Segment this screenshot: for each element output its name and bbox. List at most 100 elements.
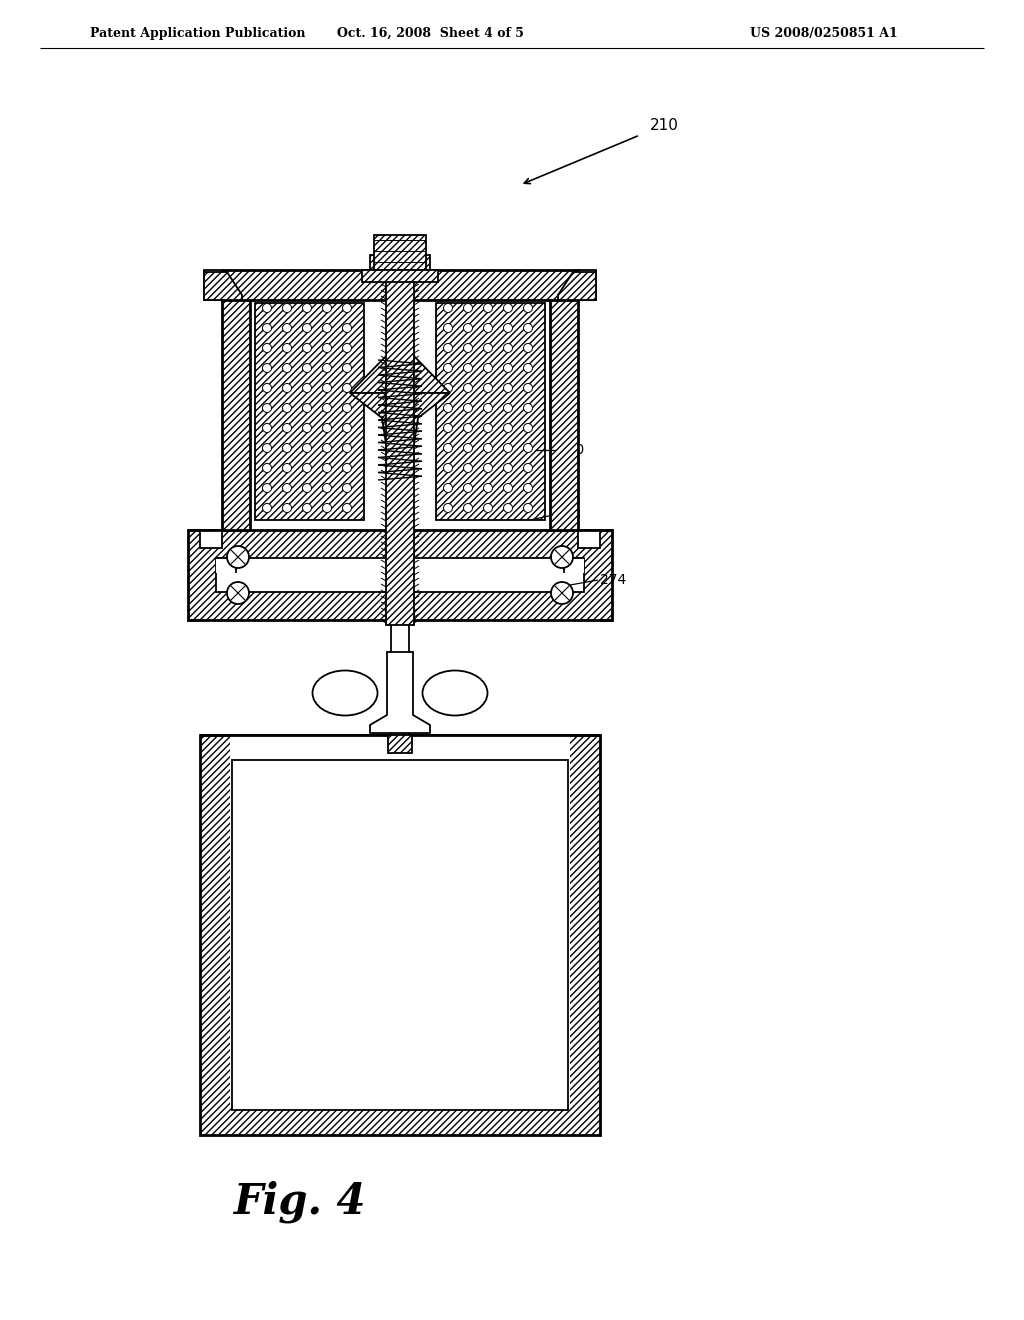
Circle shape bbox=[464, 503, 472, 512]
Bar bbox=[250, 300, 550, 531]
Circle shape bbox=[283, 463, 292, 473]
Circle shape bbox=[323, 323, 332, 333]
Circle shape bbox=[283, 424, 292, 433]
Ellipse shape bbox=[423, 671, 487, 715]
Circle shape bbox=[483, 424, 493, 433]
Circle shape bbox=[523, 384, 532, 392]
Circle shape bbox=[504, 343, 512, 352]
Circle shape bbox=[443, 323, 453, 333]
Bar bbox=[374, 235, 426, 271]
Bar bbox=[564, 558, 584, 573]
Circle shape bbox=[464, 343, 472, 352]
Circle shape bbox=[283, 384, 292, 392]
Circle shape bbox=[342, 304, 351, 313]
Text: 240: 240 bbox=[558, 444, 585, 457]
Polygon shape bbox=[350, 355, 450, 393]
Circle shape bbox=[262, 304, 271, 313]
Text: 274: 274 bbox=[600, 573, 627, 587]
Circle shape bbox=[443, 483, 453, 492]
Bar bbox=[550, 290, 578, 531]
Circle shape bbox=[523, 463, 532, 473]
Circle shape bbox=[342, 343, 351, 352]
Text: 243: 243 bbox=[555, 508, 582, 521]
Circle shape bbox=[323, 503, 332, 512]
Circle shape bbox=[443, 404, 453, 412]
Text: Fig. 4: Fig. 4 bbox=[233, 1181, 367, 1224]
Circle shape bbox=[283, 503, 292, 512]
Circle shape bbox=[523, 444, 532, 453]
Circle shape bbox=[464, 323, 472, 333]
Circle shape bbox=[342, 363, 351, 372]
Circle shape bbox=[342, 323, 351, 333]
Circle shape bbox=[302, 444, 311, 453]
Circle shape bbox=[323, 424, 332, 433]
Bar bbox=[200, 531, 222, 548]
Circle shape bbox=[504, 363, 512, 372]
Circle shape bbox=[262, 424, 271, 433]
Circle shape bbox=[504, 483, 512, 492]
Circle shape bbox=[302, 343, 311, 352]
Circle shape bbox=[443, 444, 453, 453]
Circle shape bbox=[551, 546, 573, 568]
Circle shape bbox=[504, 463, 512, 473]
Circle shape bbox=[262, 483, 271, 492]
Polygon shape bbox=[558, 272, 596, 300]
Bar bbox=[578, 271, 596, 300]
Circle shape bbox=[464, 304, 472, 313]
Circle shape bbox=[523, 424, 532, 433]
Circle shape bbox=[464, 384, 472, 392]
Circle shape bbox=[302, 304, 311, 313]
Circle shape bbox=[464, 424, 472, 433]
Circle shape bbox=[443, 363, 453, 372]
Circle shape bbox=[262, 363, 271, 372]
Bar bbox=[255, 304, 364, 520]
Circle shape bbox=[283, 323, 292, 333]
Circle shape bbox=[283, 304, 292, 313]
Circle shape bbox=[283, 343, 292, 352]
Circle shape bbox=[262, 463, 271, 473]
Circle shape bbox=[342, 483, 351, 492]
Bar bbox=[216, 558, 584, 591]
Bar bbox=[391, 620, 409, 735]
Circle shape bbox=[504, 384, 512, 392]
Circle shape bbox=[483, 304, 493, 313]
Circle shape bbox=[323, 444, 332, 453]
Bar bbox=[370, 255, 430, 271]
Text: 272: 272 bbox=[387, 714, 413, 729]
Circle shape bbox=[464, 404, 472, 412]
Ellipse shape bbox=[312, 671, 378, 715]
Circle shape bbox=[443, 463, 453, 473]
Circle shape bbox=[302, 363, 311, 372]
Circle shape bbox=[302, 404, 311, 412]
Circle shape bbox=[443, 343, 453, 352]
Circle shape bbox=[302, 424, 311, 433]
Circle shape bbox=[523, 343, 532, 352]
Circle shape bbox=[323, 304, 332, 313]
Circle shape bbox=[483, 503, 493, 512]
Circle shape bbox=[283, 483, 292, 492]
Polygon shape bbox=[370, 652, 430, 733]
Text: 210: 210 bbox=[650, 117, 679, 132]
Circle shape bbox=[283, 363, 292, 372]
Bar bbox=[388, 735, 412, 752]
Circle shape bbox=[342, 384, 351, 392]
Circle shape bbox=[504, 424, 512, 433]
Circle shape bbox=[443, 424, 453, 433]
Circle shape bbox=[504, 404, 512, 412]
Circle shape bbox=[483, 444, 493, 453]
Circle shape bbox=[302, 503, 311, 512]
Circle shape bbox=[262, 323, 271, 333]
Text: Oct. 16, 2008  Sheet 4 of 5: Oct. 16, 2008 Sheet 4 of 5 bbox=[337, 26, 523, 40]
Circle shape bbox=[342, 424, 351, 433]
Circle shape bbox=[523, 363, 532, 372]
Bar bbox=[436, 304, 545, 520]
Circle shape bbox=[323, 463, 332, 473]
Circle shape bbox=[227, 582, 249, 605]
Bar bbox=[204, 271, 222, 300]
Circle shape bbox=[464, 463, 472, 473]
Circle shape bbox=[283, 404, 292, 412]
Circle shape bbox=[227, 546, 249, 568]
Circle shape bbox=[523, 304, 532, 313]
Bar bbox=[222, 271, 578, 300]
Bar bbox=[362, 271, 438, 282]
